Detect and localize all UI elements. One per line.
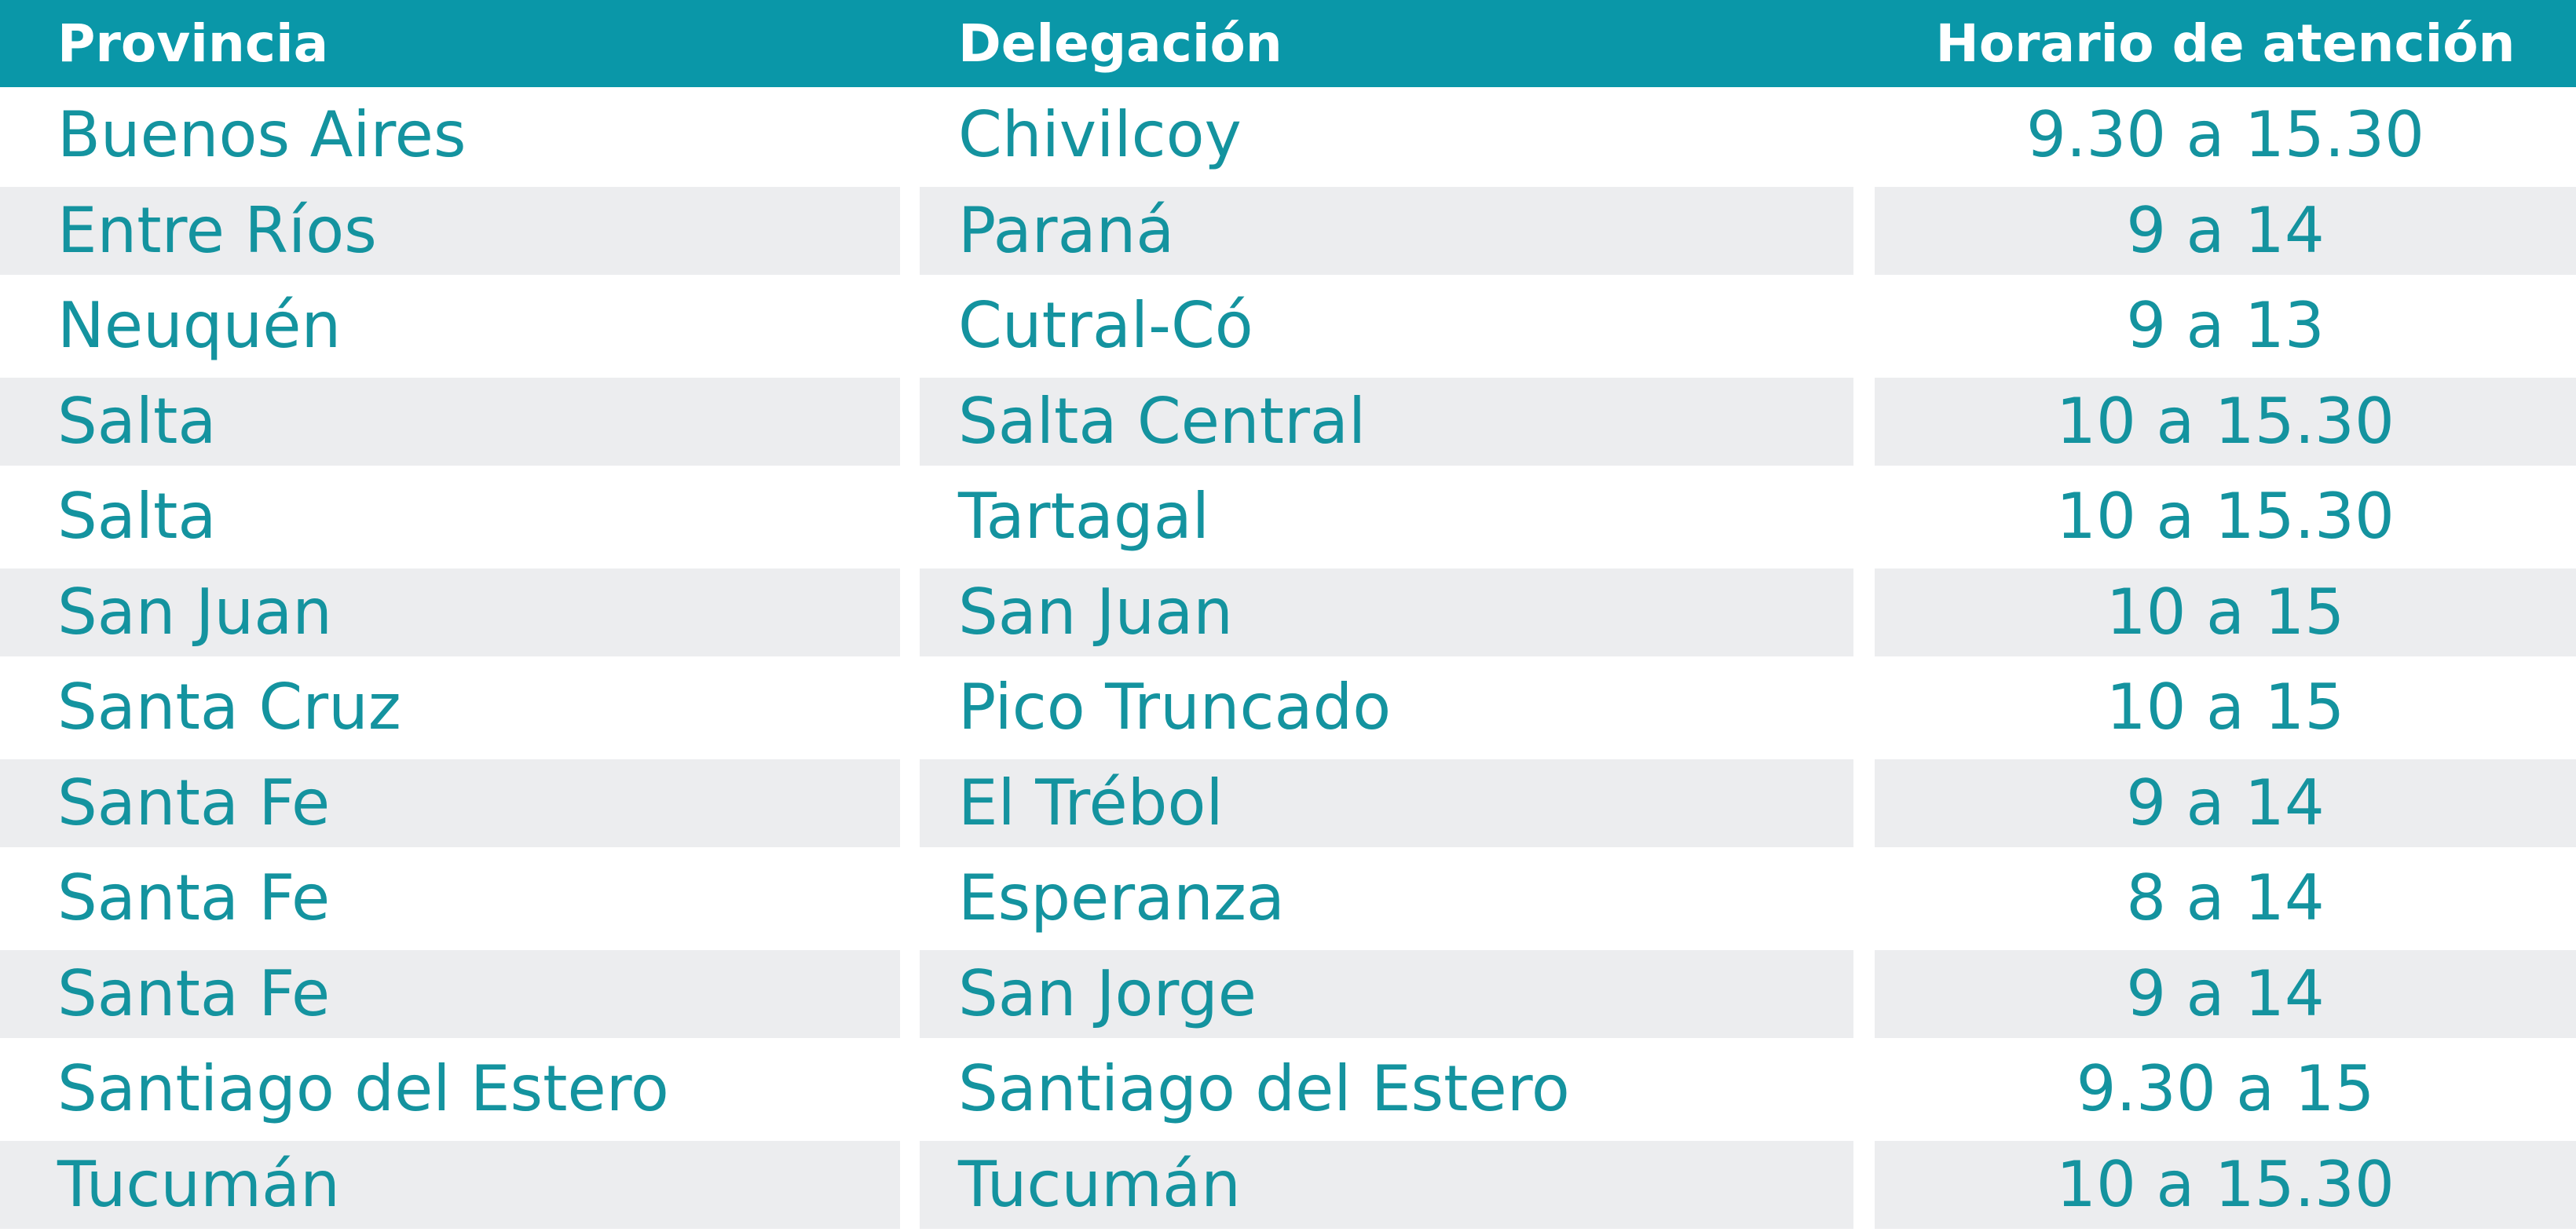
row-shade	[920, 186, 1853, 275]
table-cell: 10 a 15	[2106, 575, 2345, 649]
row-shade	[1875, 568, 2576, 656]
table-cell: Buenos Aires	[57, 98, 467, 171]
row-shade	[0, 377, 900, 466]
table-cell: Chivilcoy	[958, 98, 1242, 171]
row-shade	[0, 949, 900, 1038]
table-cell: San Jorge	[958, 956, 1257, 1030]
table-cell: Santa Fe	[57, 766, 331, 839]
table-cell: Tucumán	[57, 1147, 340, 1221]
table-cell: 9.30 a 15	[2076, 1052, 2375, 1125]
table-cell: 10 a 15.30	[2056, 480, 2395, 553]
header-cell: Horario de atención	[1935, 13, 2516, 74]
header-cell: Delegación	[958, 13, 1283, 74]
row-shade	[920, 759, 1853, 847]
table-cell: San Juan	[958, 575, 1233, 649]
row-shade	[0, 759, 900, 847]
table-header: Provincia Delegación Horario de atención	[0, 0, 2576, 87]
table-cell: 10 a 15.30	[2056, 1147, 2395, 1221]
table-cell: 9.30 a 15.30	[2025, 98, 2425, 171]
row-shade	[1875, 186, 2576, 275]
table-cell: 10 a 15.30	[2056, 384, 2395, 458]
row-shade	[1875, 949, 2576, 1038]
table-cell: Salta	[57, 480, 217, 553]
table-cell: Paraná	[958, 193, 1175, 267]
table-cell: San Juan	[57, 575, 332, 649]
table-cell: 9 a 13	[2126, 289, 2325, 362]
header-cell: Provincia	[57, 13, 329, 74]
table-cell: Esperanza	[958, 861, 1285, 934]
table-cell: Neuquén	[57, 289, 342, 362]
table-cell: Salta	[57, 384, 217, 458]
row-shade	[920, 377, 1853, 466]
row-shade	[1875, 1140, 2576, 1229]
row-shade	[920, 1140, 1853, 1229]
row-shade	[0, 568, 900, 656]
table-cell: El Trébol	[958, 766, 1224, 839]
table-cell: 8 a 14	[2126, 861, 2325, 934]
table-cell: Santa Cruz	[57, 671, 401, 744]
table-cell: Tartagal	[958, 480, 1209, 553]
table-cell: Santa Fe	[57, 861, 331, 934]
table-cell: Salta Central	[958, 384, 1367, 458]
table-cell: Tucumán	[958, 1147, 1241, 1221]
table-cell: 9 a 14	[2126, 766, 2325, 839]
table-cell: Entre Ríos	[57, 193, 377, 267]
table-cell: 9 a 14	[2126, 193, 2325, 267]
row-shade	[1875, 377, 2576, 466]
table-cell: Santiago del Estero	[57, 1052, 669, 1125]
table-cell: Santa Fe	[57, 956, 331, 1030]
row-shade	[0, 1140, 900, 1229]
table-cell: 10 a 15	[2106, 671, 2345, 744]
row-shade	[920, 568, 1853, 656]
table-cell: 9 a 14	[2126, 956, 2325, 1030]
table-cell: Cutral-Có	[958, 289, 1253, 362]
table-cell: Pico Truncado	[958, 671, 1392, 744]
table-cell: Santiago del Estero	[958, 1052, 1570, 1125]
row-shade	[920, 949, 1853, 1038]
row-shade	[1875, 759, 2576, 847]
row-shade	[0, 186, 900, 275]
